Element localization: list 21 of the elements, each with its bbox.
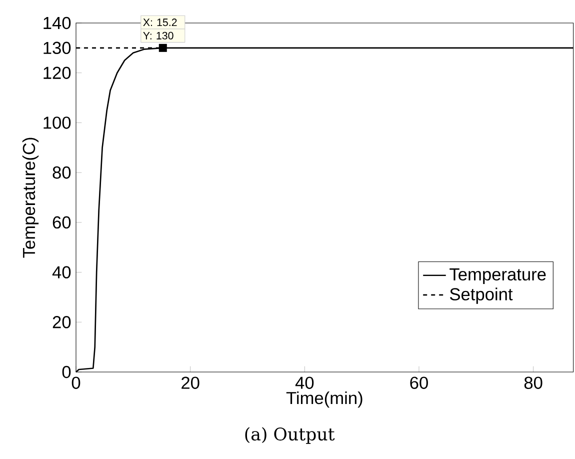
legend-label: Setpoint: [450, 288, 513, 304]
y-tick-label: 0: [62, 366, 71, 378]
annotation: Y: 130: [143, 32, 174, 40]
y-tick-label: 120: [44, 66, 71, 79]
legend-label: Temperature: [450, 268, 546, 284]
x-tick-label: 40: [295, 376, 314, 389]
text: (a) Output: [245, 427, 335, 444]
y-axis-title: Temperature(C): [22, 138, 39, 258]
y-tick-label: 20: [52, 316, 71, 328]
y-tick-label: 140: [44, 16, 71, 30]
y-tick-label: 130: [44, 42, 71, 54]
y-tick-label: 60: [52, 216, 71, 229]
x-tick-label: 0: [72, 376, 80, 389]
y-tick-label: 80: [52, 166, 71, 179]
x-tick-label: 20: [182, 376, 200, 389]
x-tick-label: 80: [524, 376, 542, 389]
x-axis-title: Time(min): [286, 391, 362, 408]
y-tick-label: 40: [52, 266, 71, 278]
y-tick-label: 100: [44, 116, 71, 129]
annotation: X: 15.2: [143, 18, 177, 26]
x-tick-label: 60: [410, 376, 428, 389]
